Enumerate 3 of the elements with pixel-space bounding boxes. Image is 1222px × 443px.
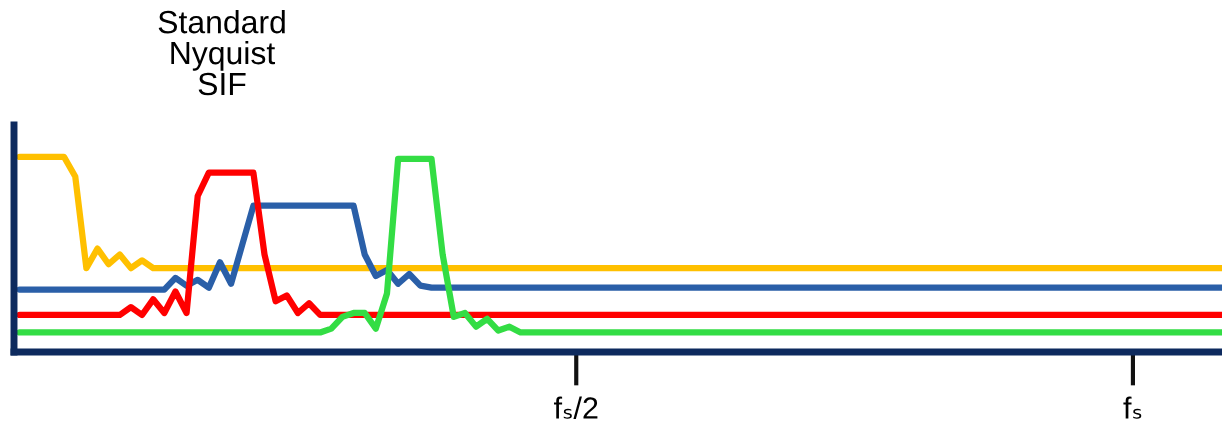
- x-tick-label: fₛ: [1123, 396, 1142, 419]
- chart-title: Standard Nyquist SIF: [158, 10, 285, 96]
- x-tick-label: fₛ/2: [554, 396, 598, 419]
